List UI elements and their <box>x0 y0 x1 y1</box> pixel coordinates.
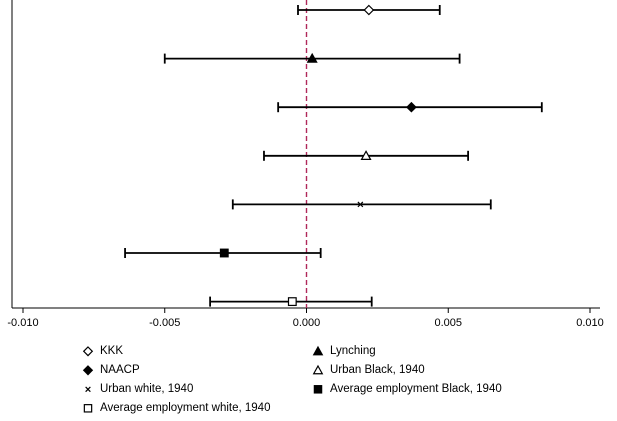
legend-item: KKK <box>82 344 123 358</box>
legend-marker-icon <box>82 365 94 376</box>
marker-diamond <box>82 365 94 376</box>
legend-item: Lynching <box>312 344 376 358</box>
coef-row-kkk <box>297 4 441 16</box>
legend-marker-icon <box>85 386 91 393</box>
marker-x <box>85 386 91 393</box>
coef-row-average-employment-black-1940 <box>124 248 322 258</box>
marker-square <box>219 248 229 258</box>
marker-square <box>313 385 323 394</box>
legend-label: KKK <box>100 345 124 357</box>
marker-x <box>357 201 364 208</box>
marker-square <box>287 297 297 307</box>
legend-item: NAACP <box>82 363 140 377</box>
legend-marker-icon <box>82 346 94 357</box>
coef-row-lynching <box>163 52 461 64</box>
legend-marker-icon <box>312 364 324 375</box>
legend-label: Urban white, 1940 <box>100 383 194 395</box>
coef-row-urban-black-1940 <box>263 150 469 161</box>
marker-diamond <box>406 101 417 113</box>
x-tick-label: -0.010 <box>7 317 38 329</box>
marker-diamond <box>82 346 94 357</box>
legend-label: NAACP <box>100 364 140 376</box>
legend-item: Urban white, 1940 <box>82 382 193 396</box>
x-tick-label: -0.005 <box>149 317 180 329</box>
marker-triangle <box>306 52 318 63</box>
coef-row-naacp <box>277 101 543 113</box>
legend-marker-icon <box>83 404 93 413</box>
x-tick-label: 0.010 <box>576 317 604 329</box>
legend-label: Average employment white, 1940 <box>100 402 271 414</box>
coef-row-urban-white-1940 <box>231 199 492 210</box>
marker-diamond <box>363 4 375 16</box>
legend-label: Average employment Black, 1940 <box>330 383 502 395</box>
x-tick-label: 0.000 <box>293 317 321 329</box>
legend-label: Lynching <box>330 345 376 357</box>
marker-triangle <box>360 150 372 160</box>
marker-triangle <box>312 345 324 356</box>
marker-square <box>83 404 93 413</box>
legend-item: Urban Black, 1940 <box>312 363 425 377</box>
marker-triangle <box>312 364 324 375</box>
legend-item: Average employment Black, 1940 <box>312 382 502 396</box>
legend-marker-icon <box>313 385 323 394</box>
x-tick-label: 0.005 <box>434 317 462 329</box>
legend-item: Average employment white, 1940 <box>82 401 270 415</box>
coef-row-average-employment-white-1940 <box>209 296 373 307</box>
legend-marker-icon <box>312 345 324 356</box>
legend-label: Urban Black, 1940 <box>330 364 425 376</box>
legend: KKK Lynching NAACP Urban Black, 1940 Urban w… <box>82 344 602 418</box>
